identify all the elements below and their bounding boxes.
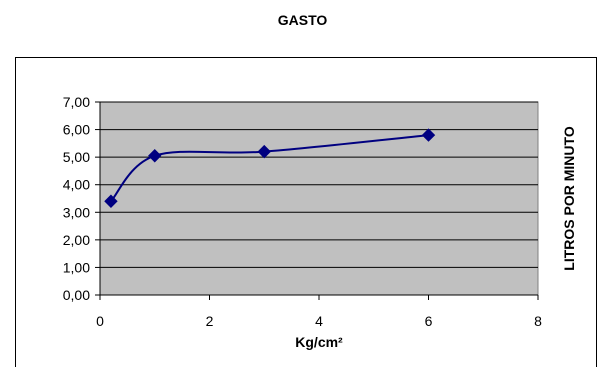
series-line [110,134,429,202]
x-tick-label: 6 [425,313,433,329]
y-tick-label: 6,00 [63,122,90,138]
axes [95,101,539,300]
y-tick-label: 7,00 [63,94,90,110]
x-tick-label: 8 [534,313,542,329]
data-point-marker [421,128,436,142]
x-tick-label: 2 [206,313,214,329]
grid-lines [100,101,538,268]
chart-frame [15,57,597,367]
y-axis-label: LITROS POR MINUTO [561,126,577,271]
y-tick-labels: 0,00 1,00 2,00 3,00 4,00 5,00 6,00 7,00 [63,94,90,303]
y-tick-label: 0,00 [63,287,90,303]
data-point-marker [148,149,162,163]
data-point-marker [257,144,271,159]
y-tick-label: 5,00 [63,149,90,165]
y-tick-label: 3,00 [63,204,90,220]
y-tick-label: 2,00 [63,232,90,248]
x-tick-label: 4 [315,313,323,329]
y-tick-label: 4,00 [63,177,90,193]
x-tick-labels: 0 2 4 6 8 [96,313,542,329]
markers [104,128,436,208]
plot-area [99,101,539,296]
x-axis-label: Kg/cm² [295,334,343,350]
data-point-marker [104,194,118,208]
y-tick-label: 1,00 [63,259,90,275]
chart-title: GASTO [277,12,328,28]
x-tick-label: 0 [96,313,104,329]
